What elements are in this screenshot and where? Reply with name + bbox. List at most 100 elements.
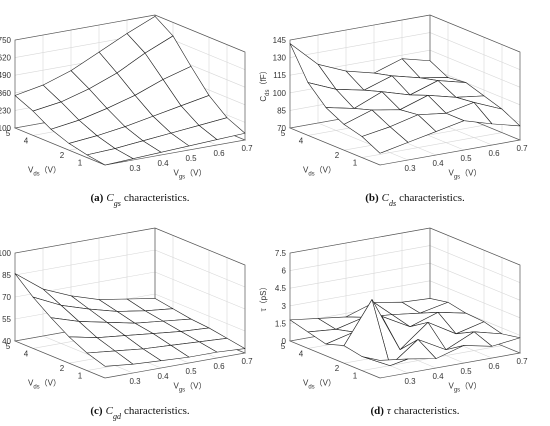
z-tick-label: 7.5	[275, 249, 287, 258]
z-axis-label: Cds（fF）	[259, 66, 271, 101]
y-tick-label: 4	[24, 349, 29, 358]
y-axis-label: Vds（V）	[28, 378, 61, 390]
caption-symbol: C	[382, 192, 390, 204]
z-tick-label: 620	[0, 54, 12, 63]
y-axis-label-unit: （V）	[315, 165, 336, 174]
x-axis-label-sub: gs	[179, 387, 185, 393]
x-axis-label-symbol: V	[173, 381, 179, 390]
caption-text: characteristics.	[399, 192, 465, 204]
z-tick-label: 750	[0, 36, 12, 45]
z-tick-label: 100	[0, 124, 12, 133]
z-axis-label-symbol: τ	[259, 307, 268, 311]
x-tick-label: 0.6	[488, 149, 500, 158]
z-tick-label: 130	[273, 54, 287, 63]
caption-tag: (a)	[91, 192, 104, 204]
caption-text: characteristics.	[394, 405, 460, 417]
x-axis-label-unit: （V）	[460, 381, 481, 390]
caption-symbol: τ	[387, 405, 392, 417]
caption: (d) τ characteristics.	[370, 405, 459, 417]
z-axis-label-sub: ds	[265, 89, 271, 95]
z-tick-label: 55	[2, 315, 11, 324]
z-axis-label-unit: （fF）	[259, 66, 268, 89]
surface-patch	[361, 356, 409, 366]
y-tick-label: 4	[299, 349, 304, 358]
z-axis-label-unit: （pS）	[259, 283, 268, 309]
z-tick-label: 85	[277, 106, 286, 115]
z-tick-label: 100	[0, 249, 12, 258]
x-axis-label-symbol: V	[448, 168, 454, 177]
caption-symbol: C	[106, 192, 114, 204]
y-tick-label: 5	[281, 342, 286, 351]
y-axis-label-sub: ds	[33, 171, 39, 177]
y-axis-label-unit: （V）	[40, 165, 61, 174]
y-axis-label: Vds（V）	[303, 378, 336, 390]
x-axis-label: Vgs（V）	[173, 381, 206, 393]
x-axis-label-unit: （V）	[185, 381, 206, 390]
y-tick-label: 1	[353, 159, 358, 168]
x-axis-label-sub: gs	[454, 174, 460, 180]
caption-sub: gd	[113, 412, 122, 421]
x-tick-label: 0.5	[460, 154, 472, 163]
x-tick-label: 0.4	[157, 372, 169, 381]
y-tick-label: 1	[353, 372, 358, 381]
caption: (c) Cgd characteristics.	[90, 405, 189, 421]
x-tick-label: 0.5	[185, 367, 197, 376]
y-axis-label-unit: （V）	[315, 378, 336, 387]
y-axis-label-symbol: V	[303, 165, 309, 174]
x-tick-label: 0.6	[213, 149, 225, 158]
x-tick-label: 0.7	[241, 144, 253, 153]
caption-text: characteristics.	[124, 192, 190, 204]
y-axis-label-sub: ds	[308, 384, 314, 390]
x-axis-label-unit: （V）	[460, 168, 481, 177]
z-tick-label: 70	[277, 124, 286, 133]
z-tick-label: 6	[282, 267, 287, 276]
x-axis-label-symbol: V	[448, 381, 454, 390]
z-tick-label: 360	[0, 89, 12, 98]
y-tick-label: 2	[335, 364, 340, 373]
caption: (a) Cgs characteristics.	[91, 192, 190, 208]
y-tick-label: 4	[24, 136, 29, 145]
y-tick-label: 5	[281, 129, 286, 138]
z-tick-label: 85	[2, 271, 11, 280]
z-tick-label: 490	[0, 71, 12, 80]
surface-patch	[86, 350, 134, 367]
z-tick-label: 70	[2, 293, 11, 302]
caption: (b) Cds characteristics.	[365, 192, 465, 208]
x-tick-label: 0.7	[241, 357, 253, 366]
x-tick-label: 0.4	[432, 372, 444, 381]
z-tick-label: 0	[282, 337, 287, 346]
y-axis-label-sub: ds	[308, 171, 314, 177]
y-axis-label-symbol: V	[28, 165, 34, 174]
x-tick-label: 0.3	[129, 164, 141, 173]
x-tick-label: 0.4	[432, 159, 444, 168]
z-tick-label: 100	[273, 89, 287, 98]
x-tick-label: 0.3	[404, 164, 416, 173]
x-axis-label: Vgs（V）	[173, 168, 206, 180]
y-axis-label-unit: （V）	[40, 378, 61, 387]
x-axis-label-symbol: V	[173, 168, 179, 177]
x-tick-label: 0.5	[185, 154, 197, 163]
y-tick-label: 1	[78, 372, 83, 381]
z-axis-label: τ（pS）	[259, 283, 268, 312]
caption-symbol: C	[106, 405, 114, 417]
caption-sub: gs	[114, 199, 121, 208]
y-tick-label: 5	[6, 342, 11, 351]
x-tick-label: 0.7	[516, 357, 528, 366]
x-tick-label: 0.3	[129, 377, 141, 386]
z-tick-label: 115	[273, 71, 286, 80]
z-tick-label: 40	[2, 337, 11, 346]
x-axis-label-sub: gs	[179, 174, 185, 180]
z-tick-label: 4.5	[275, 284, 287, 293]
caption-sub: ds	[389, 199, 396, 208]
x-axis-label-unit: （V）	[185, 168, 206, 177]
x-tick-label: 0.4	[157, 159, 169, 168]
x-axis-label: Vgs（V）	[448, 168, 481, 180]
x-tick-label: 0.3	[404, 377, 416, 386]
caption-tag: (b)	[365, 192, 379, 204]
x-axis-label: Vgs（V）	[448, 381, 481, 393]
x-tick-label: 0.6	[488, 362, 500, 371]
z-tick-label: 3	[282, 302, 287, 311]
z-tick-label: 230	[0, 106, 12, 115]
y-tick-label: 2	[60, 151, 65, 160]
